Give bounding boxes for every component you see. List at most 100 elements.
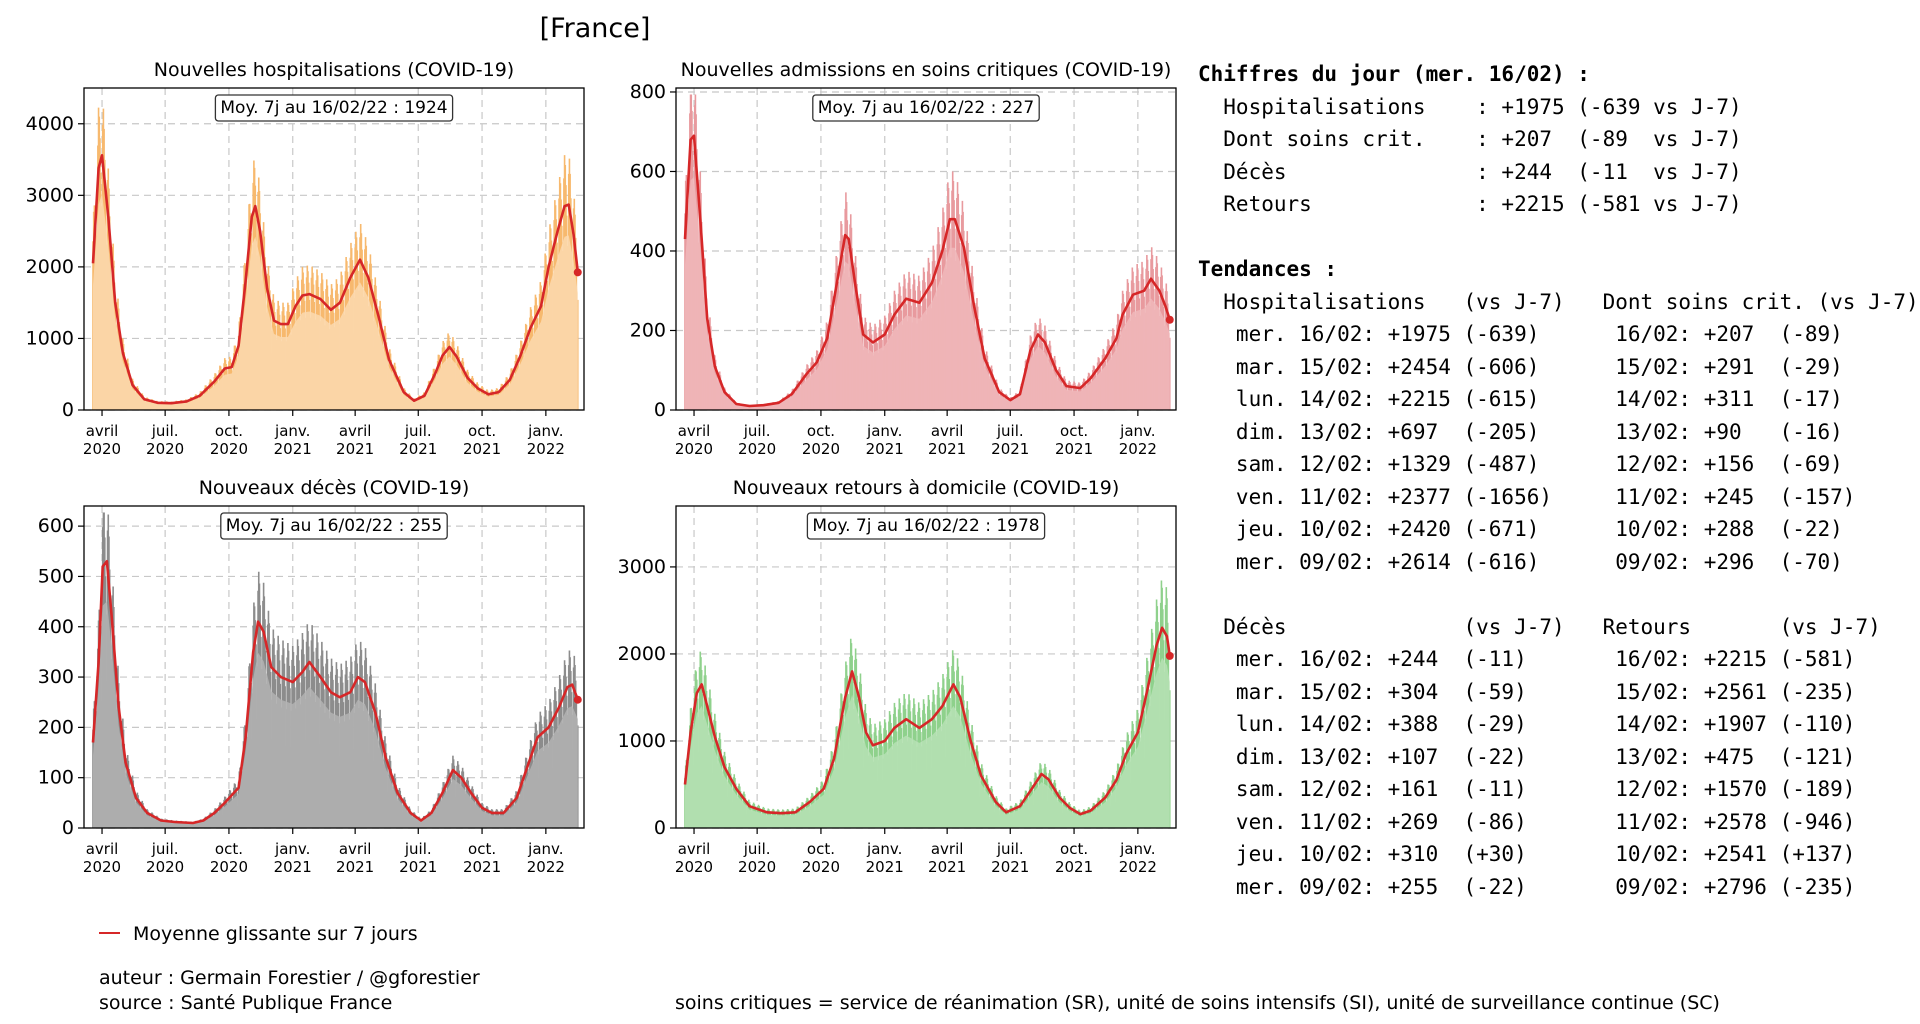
annotation-label: Moy. 7j au 16/02/22 : 1924 [220, 98, 447, 118]
summary-line: Dont soins crit. : +207 (-89 vs J-7) [1198, 127, 1742, 151]
trend-row: mar. 15/02: +2454 (-606) 15/02: +291 (-2… [1198, 354, 1843, 379]
x-tick-label: janv. [866, 422, 902, 440]
moving-average-line [683, 134, 1172, 408]
trend-row: mer. 16/02: +1975 (-639) 16/02: +207 (-8… [1198, 322, 1843, 346]
x-tick-label: 2021 [463, 858, 501, 876]
panel-hospitalisations: Nouvelles hospitalisations (COVID-19) 0 10… [26, 59, 585, 458]
trend-row: lun. 14/02: +388 (-29) 14/02: +1907 (-11… [1198, 712, 1856, 736]
panel-soins-critiques: Nouvelles admissions en soins critiques … [630, 59, 1177, 458]
y-tick-label: 400 [630, 240, 666, 262]
x-tick-label: 2021 [1055, 858, 1093, 876]
x-tick-label: janv. [1119, 840, 1155, 858]
x-tick-label: 2021 [928, 440, 966, 458]
x-tick-label: oct. [807, 840, 835, 858]
daily-area [685, 657, 1170, 828]
trend-row: dim. 13/02: +107 (-22) 13/02: +475 (-121… [1198, 744, 1856, 769]
x-tick-label: avril [678, 422, 711, 440]
x-tick-label: avril [339, 840, 372, 858]
annotation-box [214, 94, 454, 122]
chart-title: Nouveaux décès (COVID-19) [199, 477, 470, 499]
x-tick-label: 2021 [1055, 440, 1093, 458]
trend-row: sam. 12/02: +161 (-11) 12/02: +1570 (-18… [1198, 777, 1856, 801]
annotation-box [806, 512, 1046, 540]
last-value-marker [1165, 651, 1174, 660]
x-tick-label: janv. [1119, 422, 1155, 440]
footnote: soins critiques = service de réanimation… [675, 992, 1720, 1014]
x-tick-label: 2021 [336, 858, 374, 876]
x-tick-label: oct. [215, 840, 243, 858]
spacer [1198, 578, 1918, 611]
x-tick-label: 2020 [146, 858, 184, 876]
x-tick-label: juil. [404, 422, 432, 440]
chart-title: Nouvelles hospitalisations (COVID-19) [154, 59, 514, 81]
chart-title: Nouveaux retours à domicile (COVID-19) [733, 477, 1120, 499]
x-tick-label: avril [339, 422, 372, 440]
x-tick-label: avril [86, 840, 119, 858]
trend-row: ven. 11/02: +269 (-86) 11/02: +2578 (-94… [1198, 809, 1856, 834]
x-tick-label: avril [931, 422, 964, 440]
y-tick-label: 2000 [26, 256, 74, 278]
x-tick-label: juil. [996, 840, 1024, 858]
last-value-marker [1165, 315, 1174, 324]
x-tick-label: oct. [807, 422, 835, 440]
plot-frame [675, 87, 1177, 411]
x-tick-label: 2021 [928, 858, 966, 876]
trend-row: mer. 09/02: +2614 (-616) 09/02: +296 (-7… [1198, 549, 1843, 574]
moving-average-line [91, 560, 580, 825]
x-tick-label: 2020 [802, 858, 840, 876]
x-tick-label: juil. [151, 422, 179, 440]
y-tick-label: 300 [38, 666, 74, 688]
daily-area [93, 193, 578, 410]
x-tick-label: 2021 [866, 858, 904, 876]
x-tick-label: janv. [527, 422, 563, 440]
annotation-box [812, 94, 1040, 122]
y-tick-label: 4000 [26, 113, 74, 135]
trend-row: mar. 15/02: +304 (-59) 15/02: +2561 (-23… [1198, 679, 1856, 704]
trends-heading: Tendances : [1198, 257, 1338, 281]
summary-line: Retours : +2215 (-581 vs J-7) [1198, 192, 1742, 216]
trend-row: jeu. 10/02: +2420 (-671) 10/02: +288 (-2… [1198, 517, 1843, 541]
daily-area [685, 176, 1170, 410]
x-tick-label: juil. [996, 422, 1024, 440]
y-tick-label: 600 [630, 160, 666, 182]
x-tick-label: juil. [743, 840, 771, 858]
page-title: [France] [540, 13, 651, 44]
y-tick-label: 400 [38, 616, 74, 638]
plot-frame [675, 505, 1177, 829]
y-tick-label: 0 [654, 399, 666, 421]
x-tick-label: 2021 [399, 440, 437, 458]
x-tick-label: 2020 [738, 858, 776, 876]
x-tick-label: 2021 [991, 440, 1029, 458]
x-tick-label: oct. [468, 840, 496, 858]
daily-heading: Chiffres du jour (mer. 16/02) : [1198, 62, 1590, 86]
trends-header: Hospitalisations (vs J-7) Dont soins cri… [1198, 289, 1919, 314]
x-tick-label: oct. [1060, 422, 1088, 440]
annotation-box [220, 512, 448, 540]
x-tick-label: 2020 [738, 440, 776, 458]
x-tick-label: 2021 [866, 440, 904, 458]
last-value-marker [573, 268, 582, 277]
y-tick-label: 0 [62, 817, 74, 839]
x-tick-label: 2022 [1119, 440, 1157, 458]
x-tick-label: oct. [1060, 840, 1088, 858]
x-tick-label: 2020 [83, 858, 121, 876]
annotation-label: Moy. 7j au 16/02/22 : 255 [226, 516, 442, 536]
author-credit: auteur : Germain Forestier / @gforestier [99, 967, 480, 989]
x-tick-label: janv. [866, 840, 902, 858]
legend: Moyenne glissante sur 7 jours [99, 923, 418, 945]
y-tick-label: 0 [654, 817, 666, 839]
trend-row: dim. 13/02: +697 (-205) 13/02: +90 (-16) [1198, 419, 1843, 444]
trends-header: Décès (vs J-7) Retours (vs J-7) [1198, 614, 1881, 639]
x-tick-label: juil. [404, 840, 432, 858]
y-tick-label: 1000 [26, 327, 74, 349]
y-tick-label: 2000 [618, 643, 666, 665]
y-tick-label: 3000 [618, 556, 666, 578]
trend-row: mer. 16/02: +244 (-11) 16/02: +2215 (-58… [1198, 647, 1856, 671]
y-tick-label: 800 [630, 81, 666, 103]
x-tick-label: 2020 [802, 440, 840, 458]
x-tick-label: juil. [743, 422, 771, 440]
y-tick-label: 200 [38, 716, 74, 738]
x-tick-label: juil. [151, 840, 179, 858]
x-tick-label: 2021 [336, 440, 374, 458]
